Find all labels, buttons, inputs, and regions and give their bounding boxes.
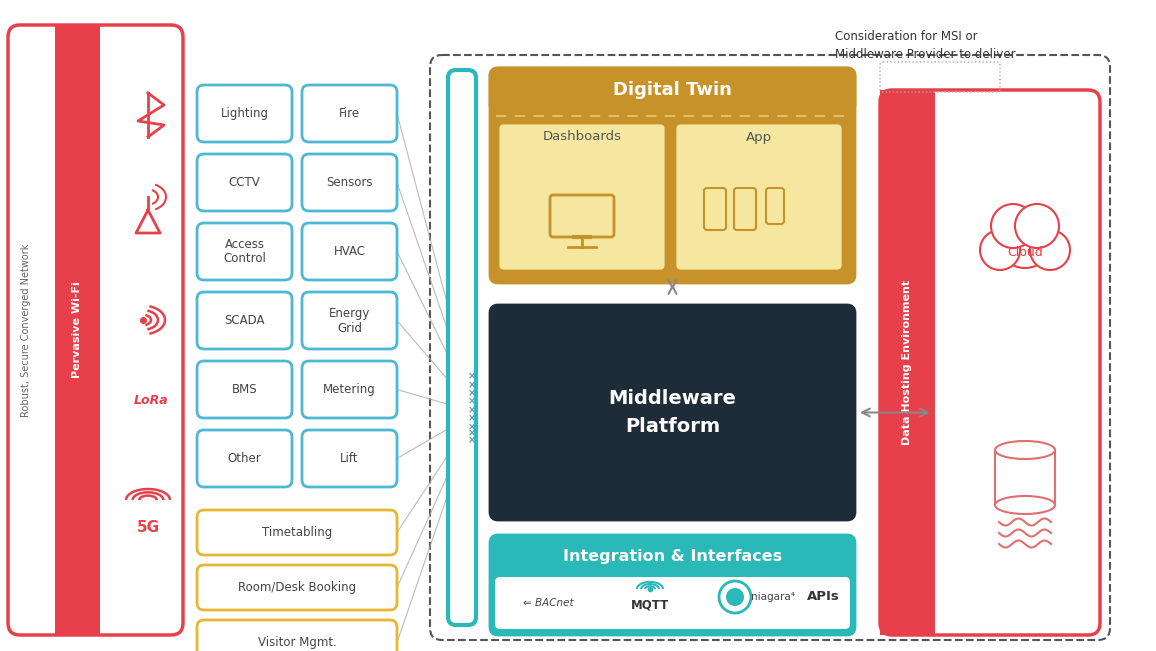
Circle shape — [719, 581, 751, 613]
Text: Digital Twin: Digital Twin — [613, 81, 732, 99]
FancyBboxPatch shape — [498, 123, 666, 271]
FancyBboxPatch shape — [302, 223, 397, 280]
Text: Visitor Mgmt.: Visitor Mgmt. — [258, 636, 336, 649]
FancyBboxPatch shape — [675, 123, 843, 271]
FancyBboxPatch shape — [302, 292, 397, 349]
Text: MQTT: MQTT — [631, 598, 669, 611]
Text: Robust, Secure Converged Network: Robust, Secure Converged Network — [21, 243, 31, 417]
Text: Access
Control: Access Control — [223, 238, 266, 266]
Text: Middleware
Platform: Middleware Platform — [608, 389, 736, 436]
FancyBboxPatch shape — [197, 223, 292, 280]
Text: ×: × — [468, 380, 476, 390]
FancyBboxPatch shape — [880, 90, 935, 635]
FancyBboxPatch shape — [490, 535, 855, 635]
FancyBboxPatch shape — [490, 68, 855, 113]
Text: ×: × — [468, 428, 476, 439]
Text: App: App — [746, 130, 772, 143]
Text: Timetabling: Timetabling — [262, 526, 332, 539]
Bar — [880, 90, 935, 635]
Bar — [995, 450, 1055, 505]
FancyBboxPatch shape — [302, 430, 397, 487]
Text: ×: × — [468, 435, 476, 445]
Text: Other: Other — [228, 452, 261, 465]
Text: Pervasive Wi-Fi: Pervasive Wi-Fi — [72, 282, 82, 378]
Ellipse shape — [995, 441, 1055, 459]
Text: ×: × — [468, 388, 476, 398]
FancyBboxPatch shape — [449, 70, 476, 625]
Text: Sensors: Sensors — [326, 176, 372, 189]
FancyBboxPatch shape — [197, 620, 397, 651]
Text: Lighting: Lighting — [221, 107, 268, 120]
Text: niagara⁴: niagara⁴ — [751, 592, 795, 602]
Circle shape — [991, 204, 1035, 248]
Circle shape — [1015, 204, 1059, 248]
FancyBboxPatch shape — [197, 430, 292, 487]
FancyBboxPatch shape — [302, 154, 397, 211]
FancyBboxPatch shape — [197, 292, 292, 349]
Text: Data Hosting Environment: Data Hosting Environment — [903, 280, 912, 445]
FancyBboxPatch shape — [302, 85, 397, 142]
Text: ×: × — [468, 413, 476, 423]
Text: Lift: Lift — [340, 452, 358, 465]
Bar — [490, 88, 855, 113]
Circle shape — [980, 230, 1020, 270]
FancyBboxPatch shape — [495, 577, 850, 629]
Circle shape — [996, 212, 1053, 268]
Text: ×: × — [468, 372, 476, 381]
Text: ×: × — [468, 405, 476, 415]
FancyBboxPatch shape — [880, 90, 1101, 635]
FancyBboxPatch shape — [197, 361, 292, 418]
Text: Consideration for MSI or
Middleware Provider to deliver: Consideration for MSI or Middleware Prov… — [835, 30, 1016, 61]
Bar — [55, 25, 101, 635]
Text: HVAC: HVAC — [333, 245, 365, 258]
Text: ×: × — [468, 396, 476, 406]
FancyBboxPatch shape — [197, 85, 292, 142]
Text: Dashboards: Dashboards — [542, 130, 622, 143]
Text: SCADA: SCADA — [224, 314, 265, 327]
Text: Room/Desk Booking: Room/Desk Booking — [238, 581, 356, 594]
Text: Energy
Grid: Energy Grid — [328, 307, 370, 335]
FancyBboxPatch shape — [55, 25, 101, 635]
Text: ⇐ BACnet: ⇐ BACnet — [523, 598, 573, 608]
FancyBboxPatch shape — [197, 510, 397, 555]
Text: Cloud: Cloud — [1007, 245, 1043, 258]
Text: Metering: Metering — [324, 383, 376, 396]
Circle shape — [1030, 230, 1070, 270]
FancyBboxPatch shape — [490, 305, 855, 520]
Circle shape — [726, 588, 744, 606]
Text: APIs: APIs — [807, 590, 839, 603]
FancyBboxPatch shape — [490, 68, 855, 283]
FancyBboxPatch shape — [302, 361, 397, 418]
Text: BMS: BMS — [231, 383, 258, 396]
FancyBboxPatch shape — [8, 25, 183, 635]
Text: ×: × — [468, 422, 476, 432]
Text: Integration & Interfaces: Integration & Interfaces — [563, 549, 783, 564]
FancyBboxPatch shape — [197, 154, 292, 211]
Text: CCTV: CCTV — [229, 176, 260, 189]
Text: Fire: Fire — [339, 107, 360, 120]
Text: 5G: 5G — [136, 521, 160, 536]
FancyBboxPatch shape — [197, 565, 397, 610]
Ellipse shape — [995, 496, 1055, 514]
Text: LoRa: LoRa — [134, 393, 169, 406]
